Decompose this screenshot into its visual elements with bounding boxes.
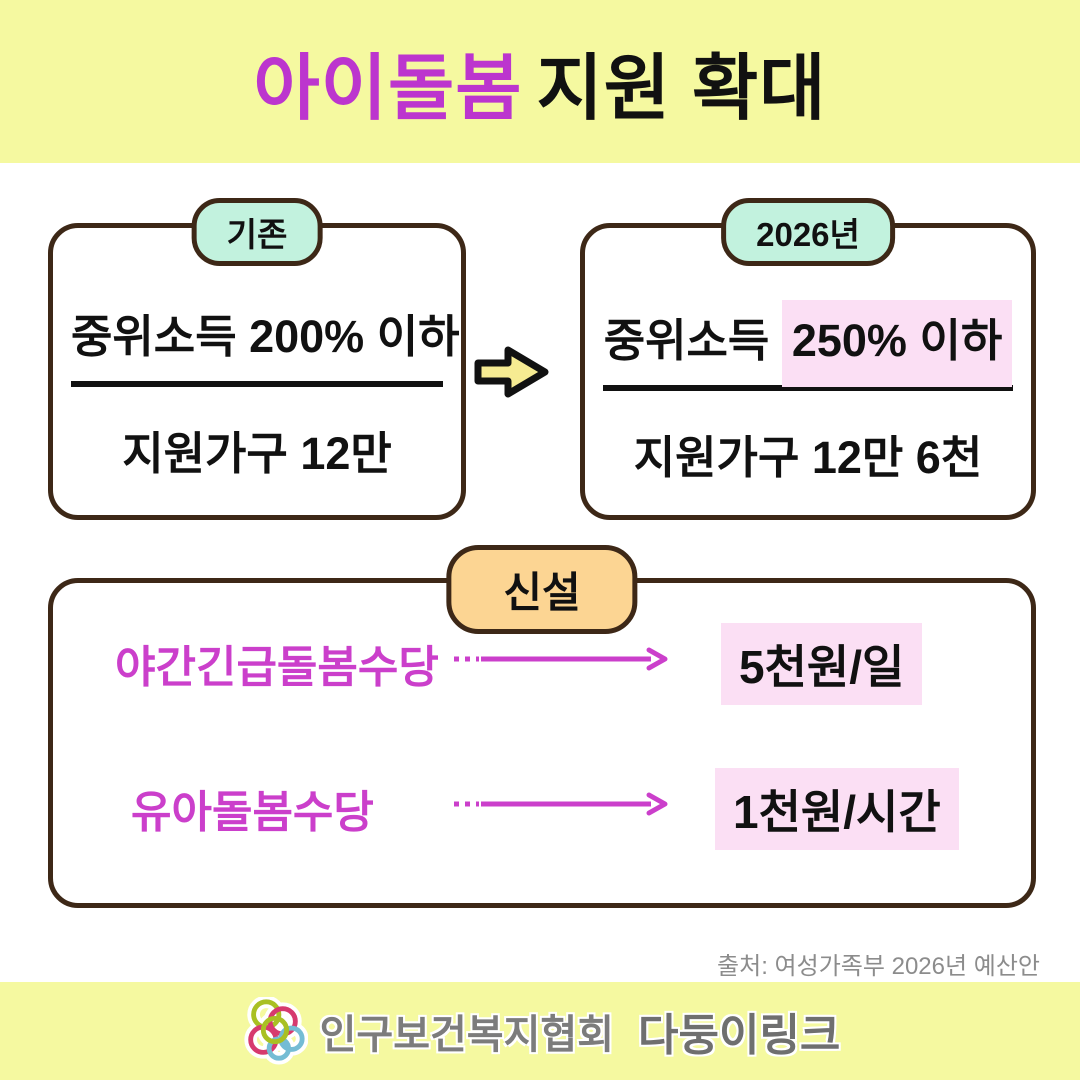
before-income-text: 중위소득 200% 이하 bbox=[71, 300, 460, 387]
after-card: 2026년 중위소득 250% 이하 지원가구 12만 6천 bbox=[580, 198, 1036, 520]
page-title-highlight: 아이돌봄 bbox=[253, 49, 523, 129]
after-income-text: 중위소득 250% 이하 bbox=[603, 300, 1013, 391]
flow-arrow-icon bbox=[454, 792, 668, 816]
org-name-text: 인구보건복지협회 bbox=[319, 1013, 614, 1057]
new-row-infant-care: 유아돌봄수당 1천원/시간 bbox=[53, 768, 1031, 850]
after-income-highlight: 250% 이하 bbox=[781, 300, 1013, 387]
before-households-text: 지원가구 12만 bbox=[122, 428, 392, 479]
after-card-content: 중위소득 250% 이하 지원가구 12만 6천 bbox=[585, 228, 1031, 515]
org-logo-group: 인구보건복지협회 bbox=[240, 997, 614, 1065]
org-trefoil-logo-icon bbox=[243, 997, 308, 1065]
new-section-badge: 신설 bbox=[446, 545, 638, 634]
right-arrow-icon bbox=[474, 346, 549, 398]
page-title: 아이돌봄 지원 확대 bbox=[254, 29, 827, 134]
footer-banner: 인구보건복지협회 다둥이링크 bbox=[0, 982, 1080, 1080]
new-row-label: 유아돌봄수당 bbox=[131, 788, 374, 837]
after-income-prefix: 중위소득 bbox=[603, 315, 782, 366]
flow-arrow-icon bbox=[454, 647, 668, 671]
before-card-content: 중위소득 200% 이하 지원가구 12만 bbox=[53, 228, 461, 515]
new-row-night-care: 야간긴급돌봄수당 5천원/일 bbox=[53, 623, 1031, 705]
brand-logo-text: 다둥이링크 bbox=[638, 1011, 841, 1060]
new-row-value: 5천원/일 bbox=[721, 623, 923, 705]
before-badge: 기존 bbox=[191, 198, 323, 266]
source-citation: 출처: 여성가족부 2026년 예산안 bbox=[717, 953, 1040, 980]
page-title-rest: 지원 확대 bbox=[536, 49, 827, 129]
after-badge: 2026년 bbox=[721, 198, 895, 266]
new-section-card: 신설 야간긴급돌봄수당 5천원/일 유아돌봄수당 1천원/시간 bbox=[48, 545, 1036, 908]
before-card: 기존 중위소득 200% 이하 지원가구 12만 bbox=[48, 198, 466, 520]
new-row-value: 1천원/시간 bbox=[715, 768, 959, 850]
after-households-text: 지원가구 12만 6천 bbox=[633, 432, 983, 483]
header-banner: 아이돌봄 지원 확대 bbox=[0, 0, 1080, 163]
new-row-label: 야간긴급돌봄수당 bbox=[115, 643, 439, 692]
